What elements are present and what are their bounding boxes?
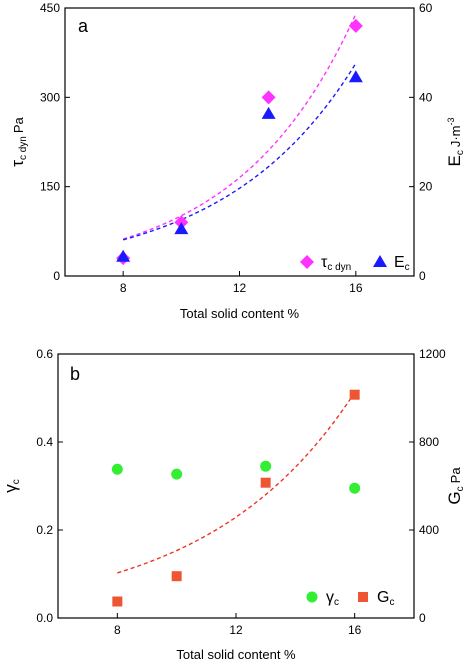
y-right-tick-label: 0: [419, 611, 426, 625]
fit-curve-Gc: [117, 392, 356, 574]
data-point-square: [171, 571, 182, 582]
y-left-tick-label: 150: [40, 180, 60, 194]
data-point-circle: [349, 482, 361, 494]
y-right-axis-title: EcJ·m-3: [445, 117, 466, 166]
panel-letter: a: [78, 16, 89, 36]
data-point-diamond: [261, 90, 276, 105]
y-right-tick-label: 1200: [419, 347, 446, 361]
legend-label: Gc: [377, 589, 394, 608]
data-point-diamond: [348, 18, 363, 33]
data-point-circle: [260, 460, 272, 472]
y-right-axis-title: GcPa: [445, 467, 466, 505]
x-tick-label: 12: [229, 623, 243, 637]
legend-marker-circle: [306, 591, 318, 603]
chart-panel-b: 8 12 16 0.0 0.2 0.4 0.6 0 400 800 1200 Total solid …: [1, 347, 466, 662]
fit-curve-Ec: [122, 63, 357, 241]
data-point-triangle: [116, 249, 131, 262]
data-point-square: [260, 477, 271, 488]
data-point-circle: [171, 468, 183, 480]
legend-marker-square: [358, 592, 368, 602]
data-point-square: [349, 389, 360, 400]
y-left-tick-label: 0.6: [36, 347, 53, 361]
x-tick-label: 8: [114, 623, 121, 637]
y-left-tick-label: 450: [40, 1, 60, 15]
panel-letter: b: [70, 364, 80, 384]
y-right-tick-label: 60: [419, 1, 433, 15]
data-point-circle: [111, 463, 123, 475]
y-right-tick-label: 0: [419, 269, 426, 283]
data-point-triangle: [261, 106, 276, 119]
x-axis-title: Total solid content %: [176, 647, 296, 662]
y-left-tick-label: 300: [40, 90, 60, 104]
plot-frame: [64, 7, 415, 277]
data-point-square: [112, 596, 123, 607]
legend-marker-triangle: [373, 255, 387, 267]
y-left-tick-label: 0.0: [36, 611, 53, 625]
x-tick-label: 8: [120, 281, 127, 295]
plot-frame: [57, 353, 415, 619]
y-left-tick-label: 0.4: [36, 435, 53, 449]
data-point-triangle: [348, 70, 363, 83]
legend-marker-diamond: [300, 255, 314, 269]
legend-label: τc dyn: [321, 254, 351, 273]
y-left-axis-title: γc: [1, 479, 22, 493]
data-point-triangle: [174, 222, 189, 235]
x-tick-label: 12: [233, 281, 247, 295]
y-left-axis-title: τc dynPa: [8, 116, 29, 166]
y-left-tick-label: 0: [53, 269, 60, 283]
legend-label: Ec: [394, 254, 410, 273]
x-tick-label: 16: [349, 281, 363, 295]
legend-label: γc: [326, 589, 339, 608]
fit-curve-τc-dyn: [122, 13, 357, 240]
y-right-tick-label: 40: [419, 90, 433, 104]
y-right-tick-label: 800: [419, 435, 439, 449]
x-axis-title: Total solid content %: [180, 306, 300, 321]
y-right-tick-label: 20: [419, 180, 433, 194]
y-left-tick-label: 0.2: [36, 523, 53, 537]
chart-panel-a: 8 12 16 0 150 300 450 0 20 40 60 Total solid conten…: [8, 1, 466, 321]
y-right-tick-label: 400: [419, 523, 439, 537]
x-tick-label: 16: [348, 623, 362, 637]
